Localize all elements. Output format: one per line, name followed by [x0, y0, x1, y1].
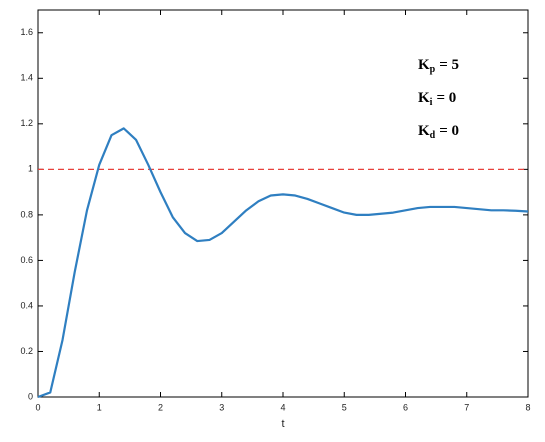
annotation-subscript: d [430, 130, 436, 141]
y-tick-label: 0 [28, 391, 33, 401]
annotation-subscript: i [430, 97, 433, 108]
x-tick-label: 0 [35, 402, 40, 412]
y-tick-label: 1.6 [20, 27, 33, 37]
plot-area [37, 9, 529, 398]
annotation-text: = 0 [436, 90, 456, 106]
annotation-symbol: K [418, 123, 430, 139]
y-tick-label: 0.6 [20, 255, 33, 265]
annotation-text: = 5 [439, 57, 459, 73]
x-tick-label: 4 [280, 402, 285, 412]
y-tick-label: 0.2 [20, 346, 33, 356]
y-tick-label: 1.4 [20, 73, 33, 83]
x-tick-label: 5 [342, 402, 347, 412]
y-tick-label: 0.4 [20, 300, 33, 310]
response-curve [37, 127, 529, 399]
y-tick-label: 1.2 [20, 118, 33, 128]
y-tick-label: 0.8 [20, 209, 33, 219]
x-axis-label: t [281, 418, 284, 430]
x-tick-label: 8 [525, 402, 530, 412]
x-tick-label: 2 [158, 402, 163, 412]
annotation: Kp = 5 [418, 57, 459, 75]
annotation-text: = 0 [439, 123, 459, 139]
x-tick-label: 3 [219, 402, 224, 412]
y-tick-label: 1 [28, 164, 33, 174]
x-tick-label: 1 [97, 402, 102, 412]
annotation-subscript: p [430, 64, 436, 75]
annotation: Ki = 0 [418, 90, 456, 108]
annotation: Kd = 0 [418, 123, 459, 141]
x-tick-label: 6 [403, 402, 408, 412]
annotation-symbol: K [418, 57, 430, 73]
x-tick-label: 7 [464, 402, 469, 412]
annotation-symbol: K [418, 90, 430, 106]
